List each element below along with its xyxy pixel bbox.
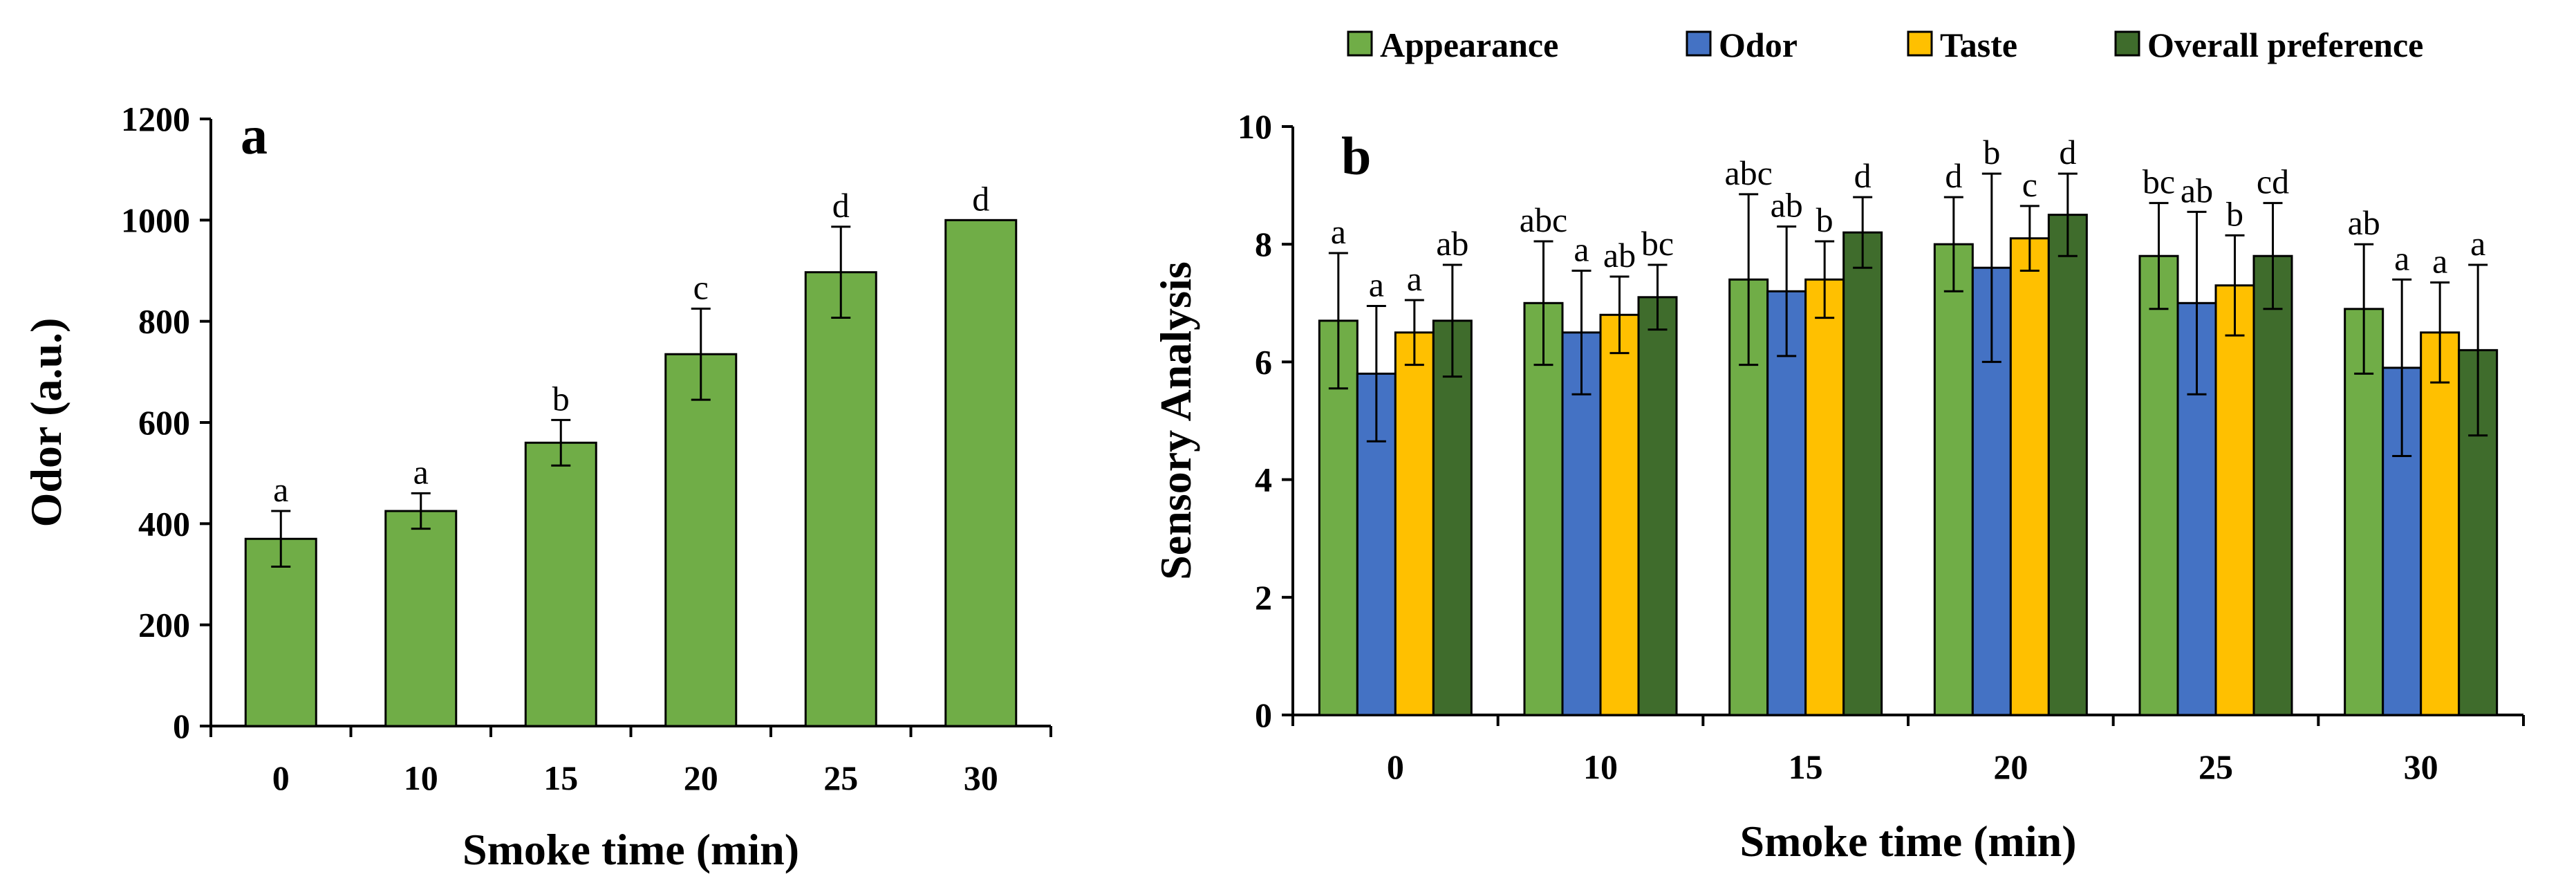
pa-x-tick-label: 10 [404, 759, 438, 797]
pb-y-tick-label: 6 [1255, 342, 1272, 381]
panel-b-y-axis-label: Sensory Analysis [1151, 261, 1200, 580]
pb-significance-label: ab [2181, 171, 2213, 210]
pa-bar [244, 537, 317, 727]
pb-significance-label: bc [2143, 162, 2175, 201]
pa-bar [804, 271, 877, 727]
panel-b-sensory-chart: b Sensory Analysis Smoke time (min) 0 2 4 6… [1151, 107, 2525, 866]
pb-significance-label: a [2432, 242, 2447, 281]
pb-significance-label: abc [1724, 154, 1772, 192]
pb-x-tick-label: 15 [1789, 747, 1823, 786]
pa-x-tick-label: 25 [823, 759, 858, 797]
pb-bar [1561, 331, 1602, 716]
pb-significance-label: abc [1520, 201, 1567, 239]
pb-x-tick-label: 25 [2199, 747, 2233, 786]
panel-b-label: b [1341, 126, 1371, 186]
pa-bar [664, 353, 738, 727]
pb-x-tick-label: 0 [1387, 747, 1404, 786]
pb-significance-label: a [2394, 239, 2409, 277]
pb-bar [2047, 214, 2088, 716]
pa-x-tick-label: 20 [684, 759, 718, 797]
pb-x-tick-label: 20 [1993, 747, 2028, 786]
pb-significance-label: a [2470, 224, 2485, 263]
pb-bar [1842, 231, 1883, 716]
pb-bar [1599, 313, 1640, 716]
pb-significance-label: ab [2348, 203, 2380, 242]
pb-significance-label: d [1854, 156, 1872, 195]
pb-bar [1394, 331, 1435, 716]
pa-significance-label: b [552, 379, 570, 418]
pb-bar [1766, 290, 1807, 716]
pa-y-tick-label: 600 [138, 403, 190, 442]
legend-entry: Appearance [1380, 26, 1558, 64]
legend-swatch [1907, 30, 1933, 57]
panel-a-odor-chart: a Odor (a.u.) Smoke time (min) 020040060… [21, 100, 1052, 874]
pb-significance-label: b [2226, 194, 2243, 233]
pb-y-tick-label: 8 [1255, 225, 1272, 263]
pb-significance-label: b [1816, 201, 1833, 239]
pb-bar [2344, 308, 2384, 716]
legend-entry: Overall preference [2147, 26, 2423, 64]
pb-bar [1432, 319, 1473, 716]
pb-significance-label: c [2022, 165, 2037, 204]
pa-x-tick-label: 15 [543, 759, 578, 797]
pb-bar [2252, 254, 2293, 716]
pa-y-tick-label: 0 [173, 707, 190, 745]
legend-swatch [2114, 30, 2140, 57]
pb-significance-label: b [1983, 133, 2000, 171]
pb-significance-label: a [1369, 266, 1384, 304]
legend-swatch [1347, 30, 1373, 57]
pb-significance-label: d [2059, 133, 2076, 171]
pa-y-tick-label: 1200 [121, 100, 190, 138]
pa-significance-label: d [832, 186, 850, 225]
legend: Appearance Odor Taste Overall preference [1347, 26, 2423, 64]
pb-significance-label: ab [1436, 224, 1468, 263]
pa-bar [944, 219, 1018, 727]
pb-bar [1637, 296, 1678, 716]
pb-x-tick-label: 30 [2404, 747, 2438, 786]
pa-significance-label: c [693, 268, 709, 306]
pa-significance-label: a [413, 452, 429, 491]
pb-significance-label: bc [1641, 224, 1674, 263]
pb-y-tick-label: 2 [1255, 578, 1272, 617]
pb-bar [2009, 237, 2050, 716]
pa-y-tick-label: 400 [138, 504, 190, 543]
pa-significance-label: d [972, 179, 989, 218]
pb-y-tick-label: 10 [1238, 107, 1272, 146]
pa-y-tick-label: 800 [138, 302, 190, 341]
pb-significance-label: a [1407, 259, 1422, 298]
pa-significance-label: a [273, 470, 288, 509]
pb-x-tick-label: 10 [1583, 747, 1618, 786]
legend-entry: Taste [1940, 26, 2017, 64]
legend-entry: Odor [1719, 26, 1798, 64]
panel-b-x-axis-label: Smoke time (min) [1739, 817, 2076, 866]
pb-significance-label: ab [1771, 186, 1803, 225]
pb-significance-label: d [1945, 156, 1962, 195]
pa-y-tick-label: 200 [138, 606, 190, 644]
pb-bar [1804, 278, 1845, 716]
panel-a-y-axis-label: Odor (a.u.) [21, 318, 71, 528]
pa-x-tick-label: 30 [964, 759, 998, 797]
panel-a-label: a [241, 105, 268, 165]
pb-significance-label: ab [1603, 236, 1636, 275]
panel-a-x-axis-label: Smoke time (min) [463, 825, 799, 874]
pb-y-tick-label: 0 [1255, 696, 1272, 734]
pb-y-tick-label: 4 [1255, 461, 1272, 499]
pb-bar [2420, 331, 2461, 716]
pb-bar [2214, 284, 2255, 716]
legend-swatch [1686, 30, 1712, 57]
pb-bar [1933, 243, 1974, 716]
pb-significance-label: a [1331, 212, 1346, 251]
pa-y-tick-label: 1000 [121, 201, 190, 239]
pb-bar [2138, 254, 2179, 716]
pa-bar [524, 441, 597, 727]
pa-x-tick-label: 0 [272, 759, 290, 797]
pa-bar [384, 510, 458, 727]
pb-significance-label: a [1574, 230, 1589, 268]
pb-significance-label: cd [2257, 162, 2289, 201]
